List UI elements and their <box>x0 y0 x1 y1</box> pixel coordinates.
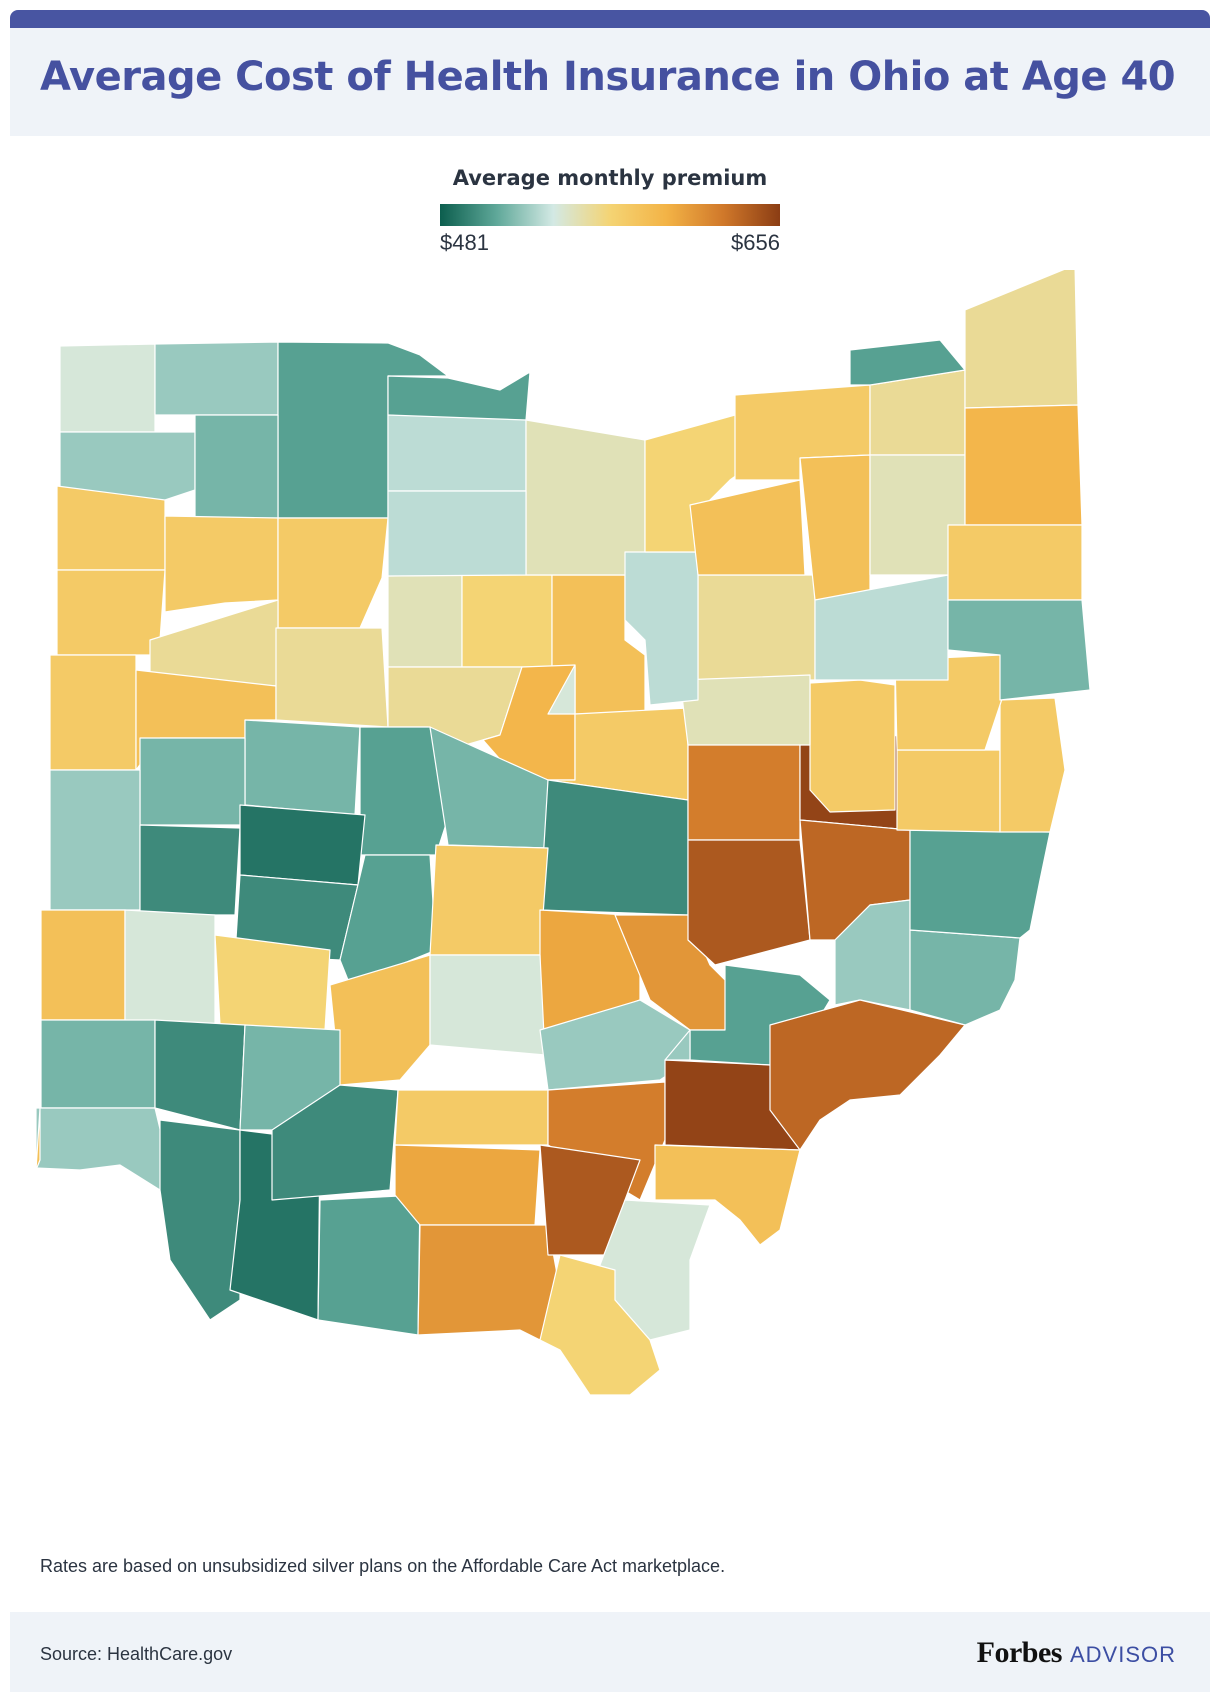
county-region <box>394 1144 541 1226</box>
county-region <box>329 954 431 1086</box>
footer: Source: HealthCare.gov Forbes ADVISOR <box>10 1612 1210 1692</box>
county-region <box>317 1194 421 1336</box>
county-region <box>679 674 811 746</box>
county-region <box>244 719 361 816</box>
county-region <box>149 599 279 687</box>
county-region <box>849 339 966 386</box>
county-region <box>947 599 1091 701</box>
forbes-advisor-logo: Forbes ADVISOR <box>977 1636 1176 1670</box>
county-region <box>59 343 156 433</box>
legend-color-bar <box>440 204 780 226</box>
county-region <box>40 909 126 1021</box>
county-region <box>139 824 241 916</box>
county-region <box>49 769 141 911</box>
county-region <box>964 404 1083 526</box>
county-region <box>539 779 689 916</box>
legend: Average monthly premium $481 $656 <box>420 166 800 256</box>
county-region <box>769 999 966 1151</box>
county-region <box>896 749 1001 833</box>
county-region <box>947 524 1083 601</box>
county-region <box>687 739 801 841</box>
legend-max-label: $656 <box>731 230 780 255</box>
county-region <box>654 1144 801 1246</box>
brand-forbes: Forbes <box>976 1636 1063 1669</box>
methodology-note: Rates are based on unsubsidized silver p… <box>40 1556 726 1576</box>
legend-title: Average monthly premium <box>452 166 768 190</box>
county-region <box>56 569 166 656</box>
county-region <box>35 1107 166 1191</box>
county-region <box>687 839 811 966</box>
county-region <box>394 1089 549 1146</box>
county-region <box>154 341 279 416</box>
county-region <box>35 1107 41 1171</box>
page-title: Average Cost of Health Insurance in Ohio… <box>40 54 1176 100</box>
county-region <box>275 627 389 728</box>
county-region <box>194 414 279 519</box>
county-region <box>461 574 553 668</box>
legend-min-label: $481 <box>440 230 489 255</box>
county-region <box>154 1019 246 1131</box>
county-region <box>814 574 949 681</box>
county-region <box>909 829 1051 939</box>
county-region <box>387 414 527 492</box>
county-region <box>539 1254 661 1396</box>
county-region <box>271 1084 399 1201</box>
county-region <box>277 517 389 629</box>
county-region <box>964 270 1079 409</box>
county-region <box>809 679 896 813</box>
county-region <box>664 1029 691 1061</box>
county-region <box>547 664 576 715</box>
top-accent-bar <box>10 10 1210 30</box>
header: Average Cost of Health Insurance in Ohio… <box>10 28 1210 136</box>
county-region <box>909 929 1021 1026</box>
source-text: Source: HealthCare.gov <box>40 1644 233 1664</box>
county-region <box>56 485 166 571</box>
county-region <box>429 844 549 956</box>
county-region <box>429 954 546 1056</box>
county-region <box>214 934 331 1031</box>
county-region <box>387 490 527 577</box>
ohio-county-map <box>35 270 1091 1396</box>
county-region <box>159 1119 241 1321</box>
brand-advisor: ADVISOR <box>1069 1642 1176 1667</box>
county-region <box>40 1019 156 1109</box>
county-region <box>124 909 216 1026</box>
county-region <box>999 697 1066 833</box>
county-region <box>417 1224 561 1341</box>
county-region <box>387 574 463 668</box>
county-region <box>164 515 279 613</box>
county-region <box>239 804 366 886</box>
county-region <box>689 479 806 576</box>
county-region <box>49 654 137 771</box>
county-region <box>697 574 816 681</box>
county-region <box>139 737 246 826</box>
